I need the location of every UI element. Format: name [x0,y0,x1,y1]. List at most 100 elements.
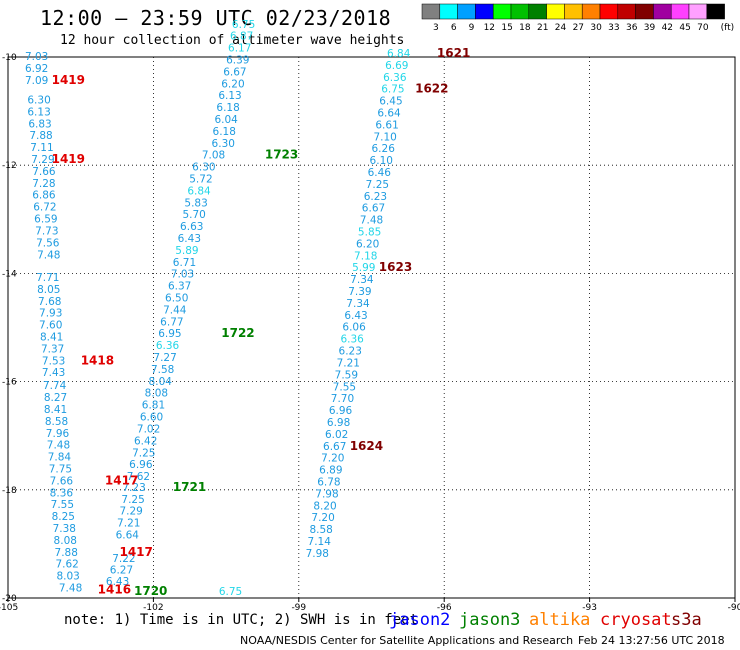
swh-value-label: 7.98 [306,548,329,560]
swh-value-label: 7.43 [42,367,65,379]
legend-tick-label: 36 [626,23,638,33]
swh-value-label: 6.87 [230,31,253,43]
swh-value-label: 8.04 [149,376,173,388]
legend-tick-label: 15 [501,23,512,33]
latitude-tick-label: -12 [2,161,17,171]
swh-value-label: 7.23 [122,482,145,494]
swh-value-label: 5.72 [189,174,212,186]
satellite-name-jason2: jason2 [389,610,451,630]
swh-value-label: 6.84 [187,185,211,197]
pass-time-label: 1623 [379,260,412,274]
swh-value-label: 8.58 [309,524,332,536]
legend-tick-label: 18 [519,23,531,33]
pass-time-label: 1417 [105,473,138,487]
swh-value-label: 7.66 [32,166,56,178]
latitude-tick-label: -16 [2,378,17,388]
swh-value-label: 6.92 [25,63,48,75]
swh-value-label: 6.20 [221,78,244,90]
longitude-tick-label: -105 [0,603,18,613]
longitude-tick-label: -102 [143,603,163,613]
longitude-tick-label: -96 [437,603,452,613]
swh-value-label: 6.63 [180,221,203,233]
swh-value-label: 6.89 [319,465,342,477]
pass-time-label: 1621 [437,46,470,60]
swh-value-label: 7.58 [151,364,174,376]
swh-value-label: 7.53 [42,355,65,367]
swh-value-label: 7.48 [37,249,60,261]
swh-value-label: 7.74 [43,380,67,392]
swh-value-label: 7.14 [308,536,332,548]
swh-value-label: 8.08 [54,535,77,547]
swh-value-label: 6.17 [228,43,251,55]
swh-value-label: 8.41 [40,331,63,343]
swh-value-label: 7.98 [315,488,338,500]
swh-value-label: 7.11 [30,142,53,154]
swh-value-label: 7.88 [29,130,52,142]
swh-value-label: 8.58 [45,416,68,428]
swh-value-label: 7.68 [38,296,61,308]
legend-unit: (ft) [721,23,735,33]
swh-value-label: 7.10 [373,131,396,143]
swh-value-label: 7.21 [337,357,360,369]
satellite-name-jason3: jason3 [459,610,521,630]
swh-value-label: 7.21 [117,518,140,530]
swh-value-label: 7.55 [51,499,74,511]
swh-value-label: 6.23 [364,191,387,203]
legend-swatch [706,3,725,20]
swh-value-label: 7.34 [346,298,370,310]
swh-value-label: 6.43 [106,576,129,588]
swh-value-label: 7.60 [39,320,62,332]
swh-value-label: 7.88 [55,547,78,559]
page-subtitle: 12 hour collection of altimeter wave hei… [60,33,405,48]
swh-value-label: 6.59 [34,214,57,226]
legend-tick-label: 45 [679,23,690,33]
swh-value-label: 6.23 [339,346,362,358]
pass-time-label: 1419 [52,73,85,87]
credit-line: NOAA/NESDIS Center for Satellite Applica… [240,634,574,647]
swh-value-label: 6.95 [158,328,181,340]
swh-value-label: 6.43 [344,310,367,322]
longitude-tick-label: -90 [728,603,740,613]
swh-value-label: 5.85 [358,227,381,239]
swh-value-label: 8.25 [52,511,75,523]
swh-value-label: 8.36 [50,487,74,499]
swh-value-label: 6.64 [377,108,401,120]
swh-value-label: 6.36 [340,334,364,346]
swh-value-label: 6.50 [165,293,188,305]
swh-value-label: 8.08 [145,388,168,400]
satellite-name-s3a: s3a [671,610,702,630]
swh-value-label: 6.96 [329,405,353,417]
swh-value-label: 7.02 [137,423,160,435]
swh-value-label: 7.29 [119,506,142,518]
swh-value-label: 6.45 [379,96,402,108]
swh-value-label: 7.03 [171,269,194,281]
legend-tick-label: 6 [451,23,457,33]
swh-value-label: 6.81 [142,400,165,412]
swh-value-label: 7.66 [50,475,74,487]
swh-value-label: 8.05 [37,284,60,296]
legend-tick-label: 27 [573,23,584,33]
legend-tick-label: 3 [433,23,439,33]
swh-value-label: 7.44 [163,304,187,316]
legend-tick-label: 33 [608,23,619,33]
swh-value-label: 6.42 [134,435,157,447]
swh-value-label: 6.67 [223,66,246,78]
swh-value-label: 8.27 [44,392,67,404]
swh-value-label: 7.29 [31,154,54,166]
swh-value-label: 7.62 [127,471,150,483]
swh-value-label: 6.39 [226,54,249,66]
pass-time-label: 1624 [350,439,383,453]
swh-value-label: 6.18 [213,126,236,138]
map-frame [7,56,736,599]
swh-value-label: 6.13 [27,106,50,118]
swh-value-label: 7.03 [25,51,48,63]
swh-value-label: 7.48 [59,583,82,595]
pass-time-label: 1622 [415,82,448,96]
page-title: 12:00 — 23:59 UTC 02/23/2018 [40,6,392,30]
satellite-name-cryosat: cryosat [600,610,672,630]
latitude-tick-label: -18 [2,486,17,496]
swh-value-label: 7.08 [202,150,225,162]
swh-value-label: 6.83 [28,118,51,130]
swh-value-label: 7.25 [132,447,155,459]
